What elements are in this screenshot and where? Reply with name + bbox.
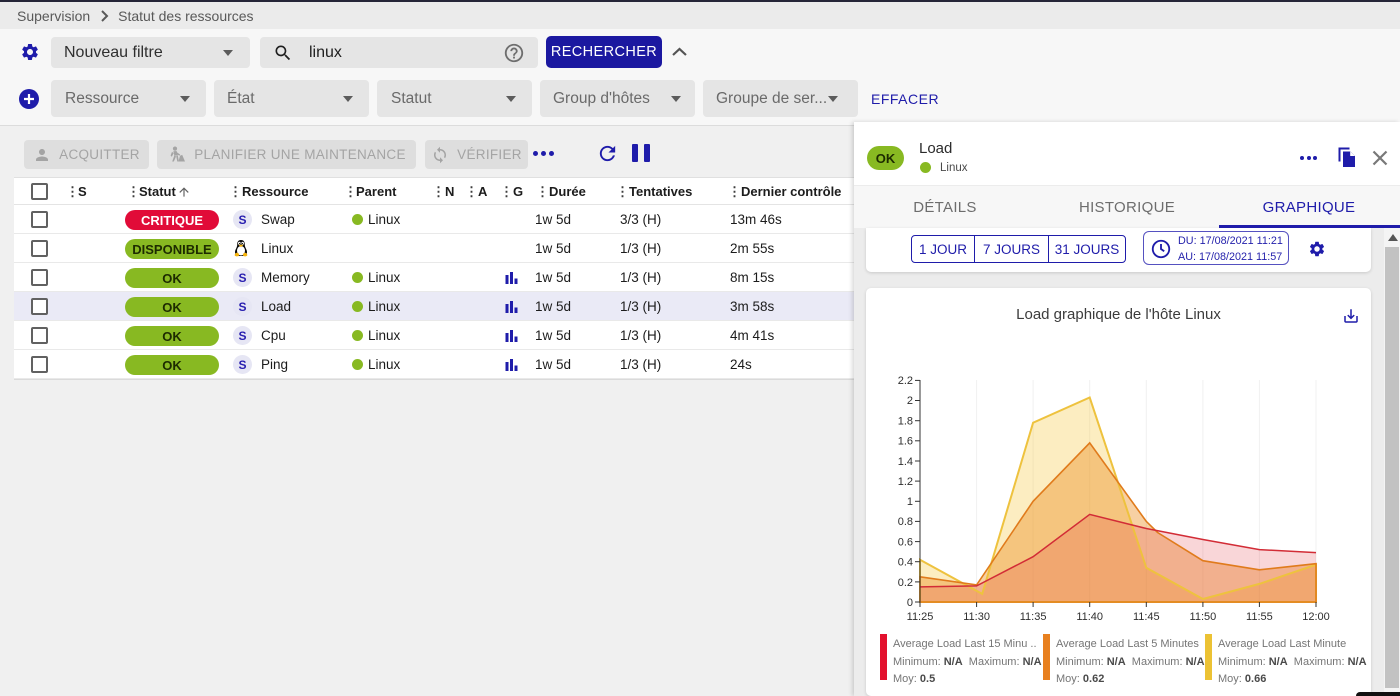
svg-text:1.4: 1.4 [898,456,913,468]
svg-text:11:35: 11:35 [1020,611,1047,623]
svg-text:11:30: 11:30 [963,611,990,623]
svg-text:11:45: 11:45 [1133,611,1160,623]
svg-text:11:50: 11:50 [1190,611,1217,623]
svg-text:1.2: 1.2 [898,476,913,488]
svg-text:1.6: 1.6 [898,436,913,448]
svg-text:11:40: 11:40 [1076,611,1103,623]
svg-text:1.8: 1.8 [898,416,913,428]
svg-text:11:55: 11:55 [1246,611,1273,623]
svg-text:1: 1 [907,496,913,508]
svg-text:2: 2 [907,395,913,407]
svg-text:0.8: 0.8 [898,516,913,528]
svg-text:12:00: 12:00 [1302,611,1330,623]
svg-text:0.2: 0.2 [898,577,913,589]
svg-text:11:25: 11:25 [907,611,934,623]
svg-text:0.4: 0.4 [898,557,913,569]
svg-text:0.6: 0.6 [898,537,913,549]
svg-text:2.2: 2.2 [898,375,913,387]
svg-text:0: 0 [907,597,913,609]
